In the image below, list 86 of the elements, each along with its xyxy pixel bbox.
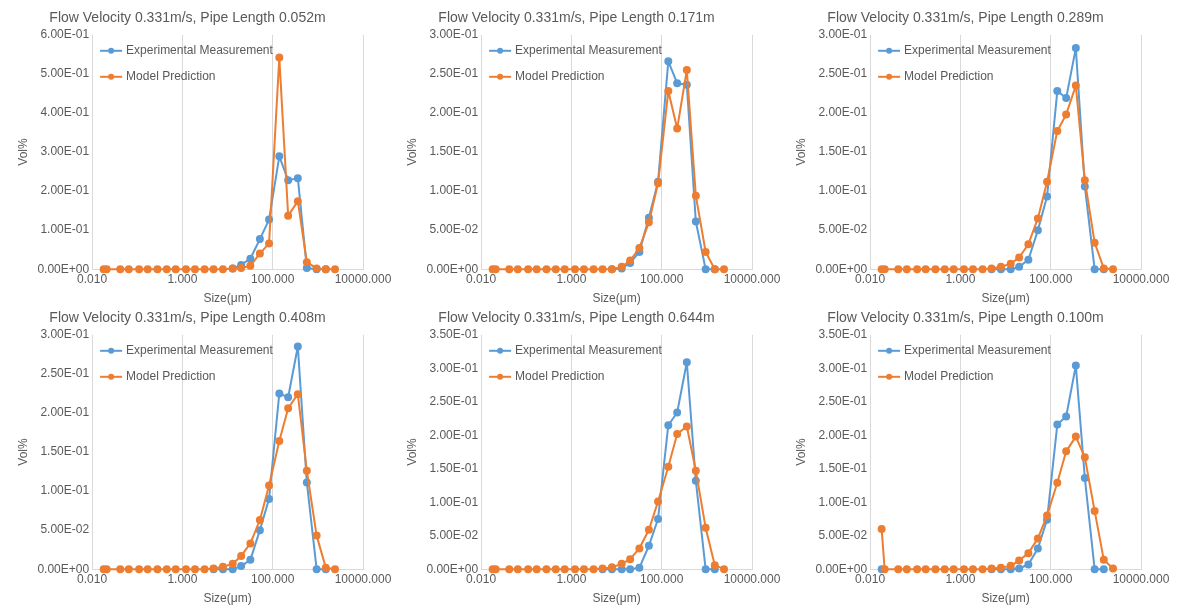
x-tick-label: 10000.000 <box>723 571 781 586</box>
chart-title: Flow Velocity 0.331m/s, Pipe Length 0.171m <box>438 9 715 26</box>
y-tick-label: 2.00E-01 <box>40 405 90 420</box>
y-tick-label: 2.50E-01 <box>818 66 868 81</box>
x-tick-label: 100.000 <box>640 571 684 586</box>
legend-label: Model Prediction <box>904 69 994 84</box>
y-tick-label: 2.00E-01 <box>429 105 479 120</box>
y-tick-label: 3.00E-01 <box>40 327 90 342</box>
y-tick-label: 2.00E-01 <box>429 427 479 442</box>
legend-label: Model Prediction <box>515 69 605 84</box>
y-tick-label: 3.50E-01 <box>818 327 868 342</box>
y-tick-label: 1.00E-01 <box>429 494 479 509</box>
y-tick-label: 5.00E-02 <box>429 528 479 543</box>
y-tick-label: 2.50E-01 <box>429 394 479 409</box>
y-tick-label: 4.00E-01 <box>40 105 90 120</box>
y-tick-label: 1.50E-01 <box>818 144 868 159</box>
x-tick-label: 1.000 <box>945 271 976 286</box>
y-axis-title: Vol% <box>404 438 419 466</box>
y-tick-label: 3.00E-01 <box>818 360 868 375</box>
x-tick-label: 1.000 <box>167 271 198 286</box>
y-tick-label: 1.50E-01 <box>429 461 479 476</box>
chart-title: Flow Velocity 0.331m/s, Pipe Length 0.408m <box>49 309 326 326</box>
y-tick-label: 3.00E-01 <box>40 144 90 159</box>
y-tick-label: 1.50E-01 <box>818 461 868 476</box>
x-tick-label: 10000.000 <box>1112 571 1170 586</box>
x-axis-title: Size(μm) <box>592 291 641 306</box>
y-tick-label: 5.00E-02 <box>818 222 868 237</box>
y-axis-title: Vol% <box>404 138 419 166</box>
x-axis-title: Size(μm) <box>981 291 1030 306</box>
y-tick-label: 2.00E-01 <box>818 427 868 442</box>
legend-label: Model Prediction <box>515 369 605 384</box>
y-tick-label: 3.00E-01 <box>818 27 868 42</box>
y-tick-label: 2.00E-01 <box>818 105 868 120</box>
y-tick-label: 1.50E-01 <box>429 144 479 159</box>
y-tick-label: 1.00E-01 <box>40 222 90 237</box>
y-tick-label: 2.00E-01 <box>40 183 90 198</box>
y-axis-title: Vol% <box>15 138 30 166</box>
y-tick-label: 1.50E-01 <box>40 444 90 459</box>
legend-label: Experimental Measurement <box>126 343 274 358</box>
y-axis-title: Vol% <box>15 438 30 466</box>
y-tick-label: 6.00E-01 <box>40 27 90 42</box>
x-tick-label: 1.000 <box>556 571 587 586</box>
y-axis-title: Vol% <box>793 138 808 166</box>
x-tick-label: 10000.000 <box>334 571 392 586</box>
x-tick-label: 100.000 <box>1029 571 1073 586</box>
legend-label: Model Prediction <box>126 69 216 84</box>
y-tick-label: 3.00E-01 <box>429 360 479 375</box>
chart-title: Flow Velocity 0.331m/s, Pipe Length 0.644m <box>438 309 715 326</box>
y-tick-label: 3.00E-01 <box>429 27 479 42</box>
chart-title: Flow Velocity 0.331m/s, Pipe Length 0.289m <box>827 9 1104 26</box>
x-tick-label: 10000.000 <box>334 271 392 286</box>
x-axis-title: Size(μm) <box>981 591 1030 606</box>
x-tick-label: 10000.000 <box>723 271 781 286</box>
y-tick-label: 1.00E-01 <box>429 183 479 198</box>
legend-label: Experimental Measurement <box>904 343 1052 358</box>
legend-label: Model Prediction <box>126 369 216 384</box>
x-axis-title: Size(μm) <box>203 291 252 306</box>
chart-title: Flow Velocity 0.331m/s, Pipe Length 0.052m <box>49 9 326 26</box>
y-tick-label: 5.00E-02 <box>40 522 90 537</box>
y-tick-label: 3.50E-01 <box>429 327 479 342</box>
y-tick-label: 2.50E-01 <box>818 394 868 409</box>
y-tick-label: 1.00E-01 <box>40 483 90 498</box>
y-axis-title: Vol% <box>793 438 808 466</box>
y-tick-label: 2.50E-01 <box>429 66 479 81</box>
x-axis-title: Size(μm) <box>203 591 252 606</box>
x-tick-label: 100.000 <box>640 271 684 286</box>
x-tick-label: 100.000 <box>1029 271 1073 286</box>
x-tick-label: 1.000 <box>945 571 976 586</box>
x-tick-label: 100.000 <box>251 271 295 286</box>
legend-label: Experimental Measurement <box>515 343 663 358</box>
y-tick-label: 2.50E-01 <box>40 366 90 381</box>
legend-label: Experimental Measurement <box>904 43 1052 58</box>
x-tick-label: 1.000 <box>556 271 587 286</box>
y-tick-label: 1.00E-01 <box>818 494 868 509</box>
x-axis-title: Size(μm) <box>592 591 641 606</box>
y-tick-label: 1.00E-01 <box>818 183 868 198</box>
y-tick-label: 5.00E-02 <box>429 222 479 237</box>
legend-label: Model Prediction <box>904 369 994 384</box>
chart-title: Flow Velocity 0.331m/s, Pipe Length 0.100m <box>827 309 1104 326</box>
x-tick-label: 1.000 <box>167 571 198 586</box>
y-tick-label: 5.00E-01 <box>40 66 90 81</box>
x-tick-label: 10000.000 <box>1112 271 1170 286</box>
legend-label: Experimental Measurement <box>126 43 274 58</box>
x-tick-label: 100.000 <box>251 571 295 586</box>
y-tick-label: 5.00E-02 <box>818 528 868 543</box>
legend-label: Experimental Measurement <box>515 43 663 58</box>
